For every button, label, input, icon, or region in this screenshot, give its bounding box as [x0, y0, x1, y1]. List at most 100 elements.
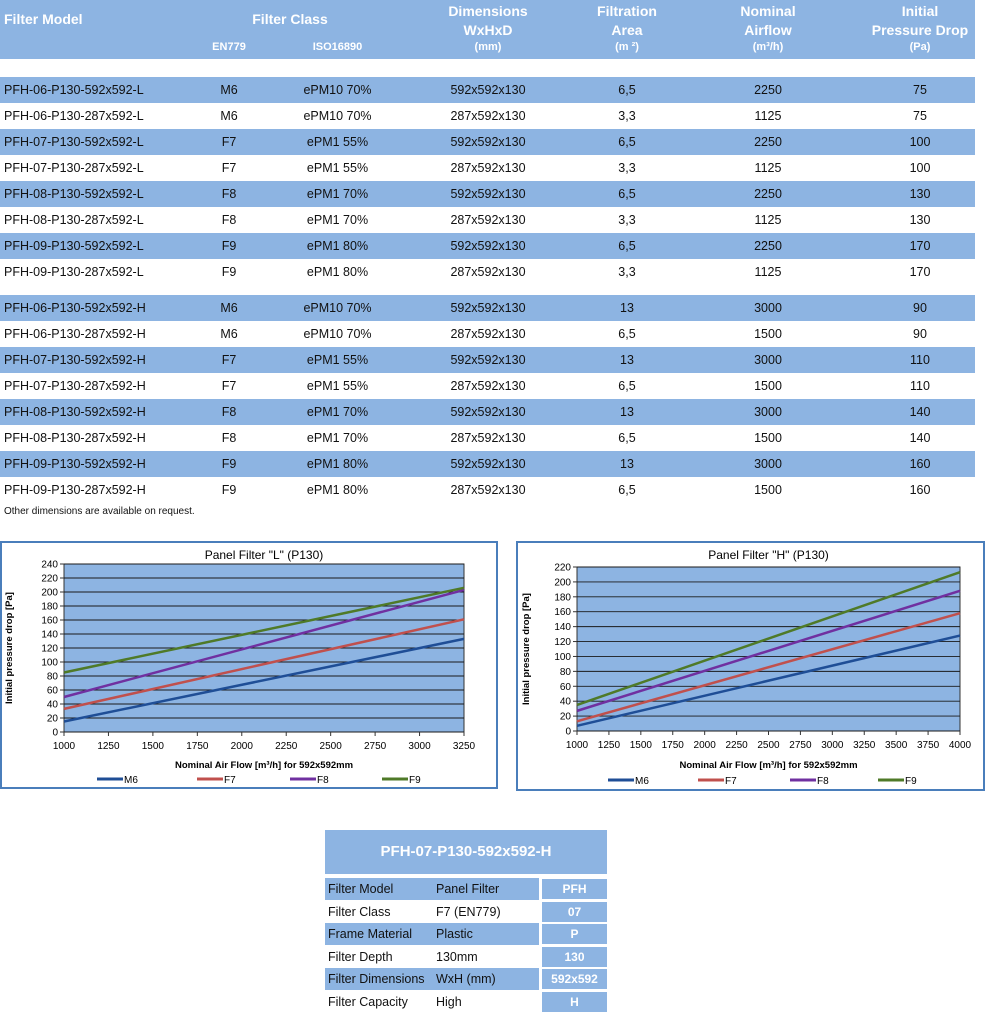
cell-pressure-drop: 100: [909, 135, 931, 149]
x-tick-label: 1500: [630, 740, 653, 751]
cell-pressure-drop: 75: [913, 83, 927, 97]
code-row-background: [325, 968, 539, 990]
cell-en779: F7: [221, 379, 237, 393]
code-row-label: Frame Material: [328, 927, 413, 941]
header-airflow-unit: (m³/h): [752, 41, 784, 53]
cell-area: 6,5: [618, 135, 636, 149]
chart-title: Panel Filter "L" (P130): [205, 548, 324, 562]
x-tick-label: 2500: [320, 741, 343, 752]
cell-airflow: 3000: [754, 405, 782, 419]
cell-dimensions: 287x592x130: [450, 109, 526, 123]
y-tick-label: 120: [554, 637, 571, 648]
legend-label: F8: [317, 775, 329, 786]
cell-pressure-drop: 100: [909, 161, 931, 175]
header-iso16890: ISO16890: [312, 41, 363, 53]
y-tick-label: 160: [554, 607, 571, 618]
x-tick-label: 3000: [821, 740, 844, 751]
cell-iso16890: ePM1 55%: [306, 161, 369, 175]
legend-label: M6: [635, 776, 649, 787]
cell-en779: M6: [220, 109, 238, 123]
cell-pressure-drop: 130: [909, 213, 931, 227]
series-line-f9: [576, 571, 961, 707]
table-row: PFH-08-P130-592x592-H F8 ePM1 70% 592x592x1…: [0, 399, 975, 425]
table-row: PFH-09-P130-592x592-L F9 ePM1 80% 592x592x1…: [0, 233, 975, 259]
code-row-value: High: [436, 994, 462, 1009]
cell-en779: M6: [220, 83, 238, 97]
x-tick-label: 3000: [408, 741, 431, 752]
x-tick-label: 4000: [949, 740, 972, 751]
code-row-code: 130: [542, 946, 607, 967]
code-row-code: 592x592: [542, 969, 607, 989]
x-tick-label: 3250: [453, 741, 476, 752]
table-row: PFH-07-P130-592x592-H F7 ePM1 55% 592x592x1…: [0, 347, 975, 373]
availability-note: Other dimensions are available on reques…: [4, 506, 195, 517]
cell-model: PFH-09-P130-287x592-H: [4, 483, 146, 497]
cell-pressure-drop: 110: [910, 379, 930, 393]
cell-dimensions: 592x592x130: [450, 187, 526, 201]
cell-airflow: 1500: [754, 431, 782, 445]
chart-l-svg: Panel Filter "L" (P130) 0 20 40 60 80 100 120 14…: [4, 548, 476, 786]
cell-airflow: 3000: [754, 301, 782, 315]
header-pressure-drop: Pressure Drop: [871, 22, 969, 38]
table-row: PFH-09-P130-592x592-H F9 ePM1 80% 592x592x1…: [0, 451, 975, 477]
code-row: Filter Class F7 (EN779) 07: [325, 901, 607, 923]
code-row-value: Panel Filter: [436, 882, 500, 896]
y-tick-label: 220: [41, 574, 58, 585]
cell-iso16890: ePM1 70%: [306, 405, 369, 419]
y-tick-label: 100: [554, 652, 571, 663]
cell-iso16890: ePM1 55%: [306, 135, 369, 149]
cell-iso16890: ePM1 80%: [306, 265, 369, 279]
series-line-f7: [576, 612, 961, 723]
y-tick-label: 140: [554, 622, 571, 633]
y-tick-label: 40: [47, 700, 59, 711]
code-row-label: Filter Class: [328, 904, 391, 919]
table-row: PFH-07-P130-287x592-H F7 ePM1 55% 287x592x1…: [0, 373, 975, 399]
cell-pressure-drop: 160: [909, 457, 931, 471]
cell-area: 6,5: [618, 327, 636, 341]
y-tick-label: 180: [554, 592, 571, 603]
code-row: Filter Capacity High H: [325, 991, 607, 1013]
x-tick-label: 1000: [566, 740, 589, 751]
header-area: Area: [611, 22, 643, 38]
header-airflow: Airflow: [744, 22, 792, 38]
cell-model: PFH-07-P130-592x592-L: [4, 135, 144, 149]
table-row: PFH-06-P130-592x592-L M6 ePM10 70% 592x592x…: [0, 77, 975, 103]
code-row-code: H: [542, 991, 607, 1012]
table-row: PFH-08-P130-592x592-L F8 ePM1 70% 592x592x1…: [0, 181, 975, 207]
legend-label: F8: [817, 776, 829, 787]
cell-dimensions: 592x592x130: [450, 83, 526, 97]
cell-iso16890: ePM1 80%: [306, 483, 369, 497]
cell-dimensions: 287x592x130: [450, 483, 526, 497]
cell-en779: F7: [221, 135, 237, 149]
chart-title: Panel Filter "H" (P130): [708, 548, 829, 562]
legend-label: F7: [224, 775, 236, 786]
cell-dimensions: 287x592x130: [450, 327, 526, 341]
y-tick-label: 80: [560, 667, 572, 678]
y-tick-label: 0: [565, 727, 571, 738]
code-row-label: Filter Depth: [328, 949, 393, 964]
cell-model: PFH-06-P130-287x592-L: [4, 109, 144, 123]
cell-dimensions: 287x592x130: [450, 213, 526, 227]
header-filter-class: Filter Class: [252, 11, 328, 27]
y-tick-label: 60: [47, 686, 59, 697]
cell-en779: F9: [221, 457, 237, 471]
y-tick-label: 20: [560, 712, 572, 723]
code-row-value: WxH (mm): [436, 972, 496, 986]
x-tick-label: 2250: [725, 740, 748, 751]
cell-dimensions: 287x592x130: [450, 379, 526, 393]
cell-area: 13: [620, 301, 634, 315]
code-row-label: Filter Dimensions: [328, 972, 425, 986]
cell-en779: F8: [221, 213, 237, 227]
cell-iso16890: ePM10 70%: [303, 109, 372, 123]
code-row-value: F7 (EN779): [436, 904, 501, 919]
chart-panel-l: Panel Filter "L" (P130) 0 20 40 60 80 100 120 14…: [0, 541, 498, 789]
cell-area: 6,5: [618, 379, 636, 393]
cell-en779: M6: [220, 301, 238, 315]
table-row: PFH-08-P130-287x592-H F8 ePM1 70% 287x592x1…: [0, 425, 975, 451]
cell-en779: F9: [221, 483, 237, 497]
cell-airflow: 2250: [754, 187, 782, 201]
cell-area: 6,5: [618, 187, 636, 201]
cell-area: 6,5: [618, 483, 636, 497]
cell-pressure-drop: 170: [909, 265, 931, 279]
code-row-background: [325, 923, 539, 945]
